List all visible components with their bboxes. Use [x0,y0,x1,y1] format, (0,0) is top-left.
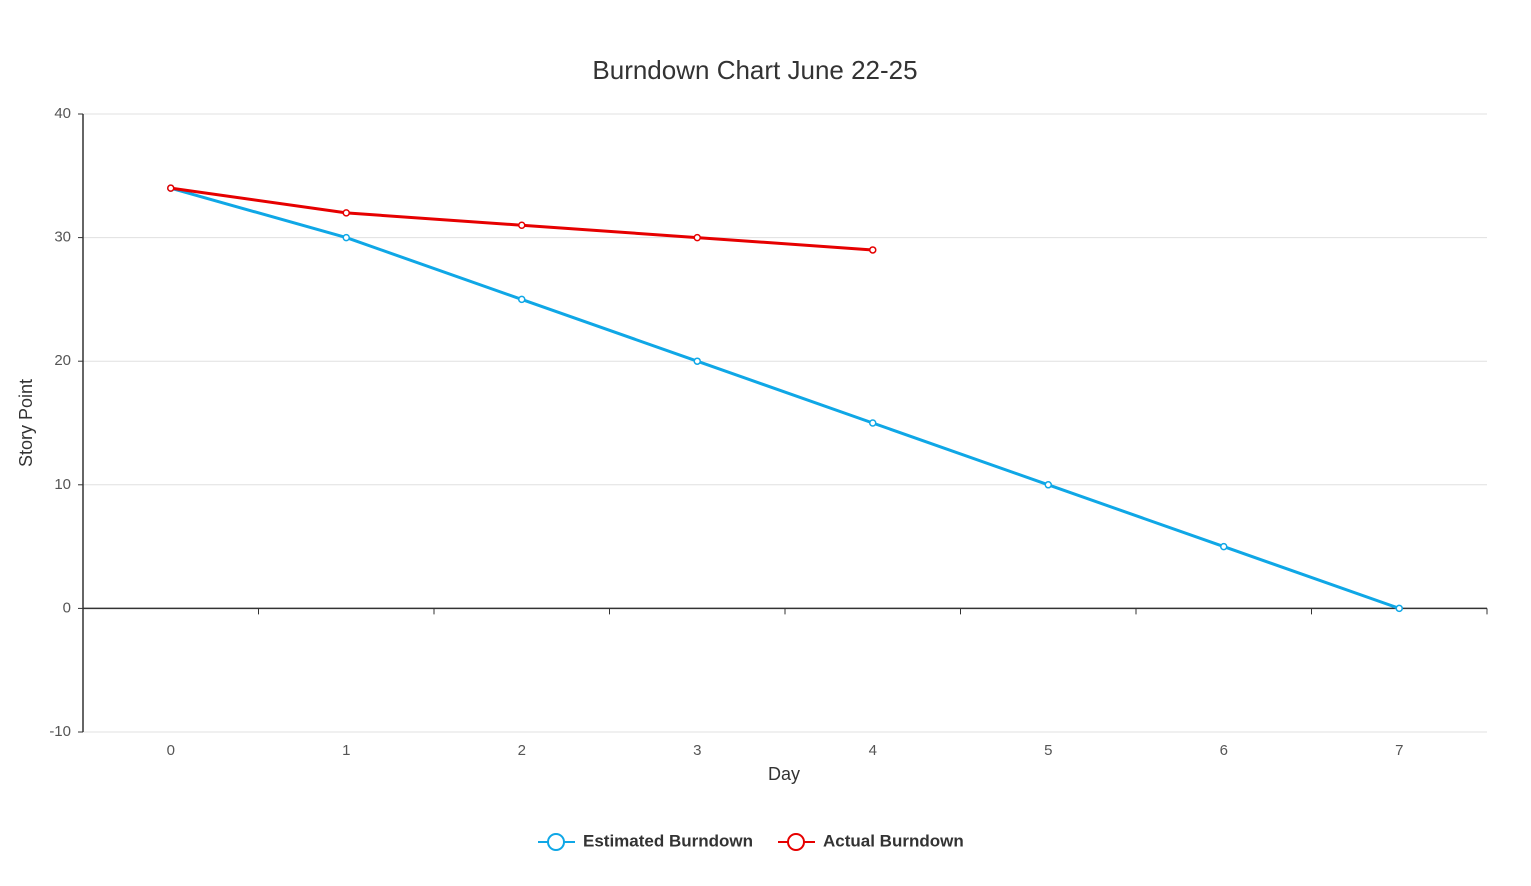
y-tick-label: 40 [54,105,71,122]
x-tick-label: 5 [1044,742,1052,759]
x-tick-label: 3 [693,742,701,759]
y-tick-label: 0 [63,599,71,616]
data-point [518,221,526,229]
y-axis-title: Story Point [16,379,36,467]
data-point [518,295,526,304]
data-point [1220,542,1228,551]
x-tick-label: 2 [518,742,526,759]
data-point [1044,481,1052,489]
data-point [342,233,350,242]
chart-title: Burndown Chart June 22-25 [592,55,917,85]
data-point [693,233,701,242]
series-line [170,186,1400,610]
x-tick-label: 1 [342,742,350,759]
data-point [1395,604,1403,613]
data-point [869,246,877,254]
legend-marker [787,833,805,851]
y-tick-label: -10 [49,723,71,740]
y-tick-label: 30 [54,229,71,246]
x-tick-label: 7 [1395,742,1403,759]
y-tick-label: 20 [54,352,71,369]
data-point [869,419,877,427]
data-point [342,209,350,217]
x-axis-title: Day [768,764,800,784]
legend-label: Actual Burndown [823,831,964,850]
data-point [693,357,701,365]
legend-label: Estimated Burndown [583,831,753,850]
data-point [167,184,175,192]
y-tick-label: 10 [54,476,71,493]
x-tick-label: 0 [167,742,175,759]
x-tick-label: 4 [869,742,877,759]
x-tick-label: 6 [1220,742,1228,759]
legend-marker [547,833,565,851]
